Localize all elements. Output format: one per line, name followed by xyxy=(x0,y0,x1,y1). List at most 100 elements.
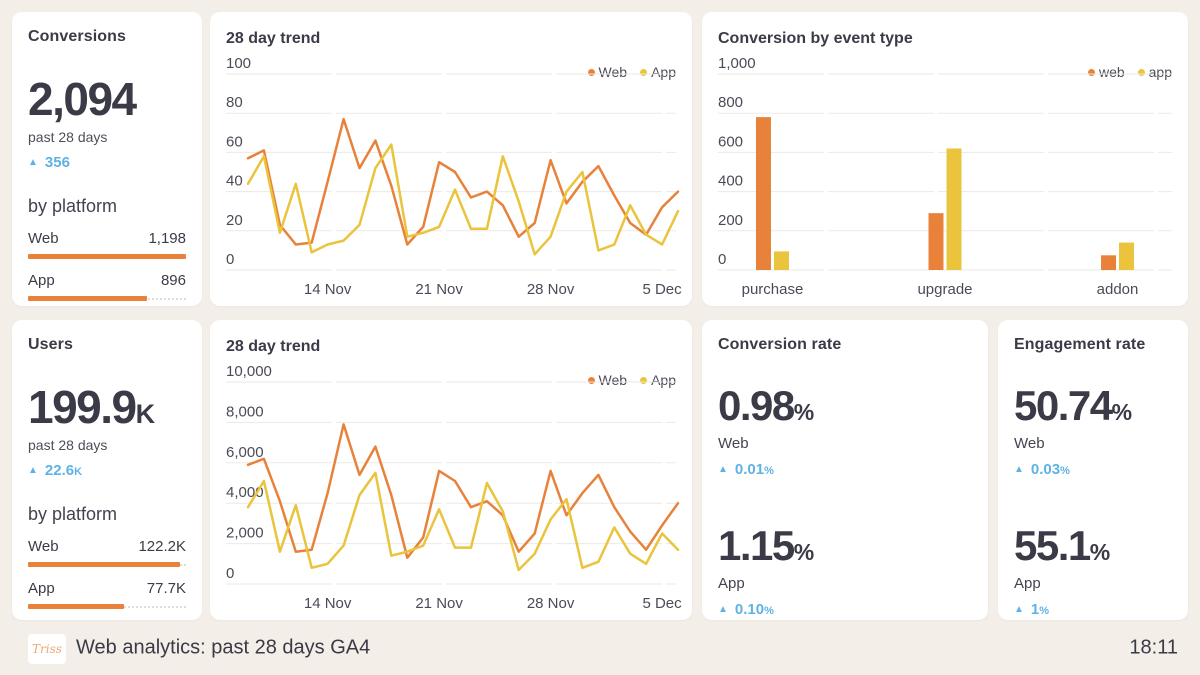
rate-label: Web xyxy=(1014,435,1045,452)
y-tick-label: 100 xyxy=(226,56,251,72)
clock-time: 18:11 xyxy=(1129,636,1178,658)
kpi-period: past 28 days xyxy=(28,129,108,145)
legend-dot-icon xyxy=(587,376,595,384)
bar-web-purchase xyxy=(755,117,771,270)
bar-app-upgrade xyxy=(946,148,962,270)
breakdown-title: by platform xyxy=(28,504,118,524)
line-chart-conversions: 0 20 40 60 80 100 14 Nov 21 Nov 28 Nov 5 Dec xyxy=(226,56,682,298)
card-title: Engagement rate xyxy=(1014,336,1146,353)
x-tick-label: 21 Nov xyxy=(415,595,463,612)
y-tick-label: 0 xyxy=(718,251,726,268)
legend-item-web: Web xyxy=(587,372,627,388)
rate-delta: ▲ 0.01% xyxy=(718,461,774,478)
up-arrow-icon: ▲ xyxy=(28,157,38,168)
rate-delta: ▲ 0.10% xyxy=(718,601,774,618)
up-arrow-icon: ▲ xyxy=(1014,604,1024,615)
kpi-value: 2,094 xyxy=(28,73,137,125)
legend-item-app: App xyxy=(640,372,676,388)
y-tick-label: 60 xyxy=(226,133,243,150)
percent-suffix: % xyxy=(1111,399,1133,425)
legend-label: App xyxy=(651,372,676,388)
x-category-label: purchase xyxy=(742,281,804,298)
rate-label: App xyxy=(718,575,745,592)
kpi-value: 199.9K xyxy=(28,381,156,433)
dashboard-title: Web analytics: past 28 days GA4 xyxy=(76,636,371,658)
kpi-period: past 28 days xyxy=(28,437,108,453)
rate-value: 0.98% xyxy=(718,382,815,429)
y-tick-label: 2,000 xyxy=(226,525,264,542)
x-category-label: addon xyxy=(1097,281,1139,298)
platform-value: 77.7K xyxy=(146,580,186,597)
platform-bar-fill xyxy=(28,562,180,567)
conversions-trend-card: 28 day trend Web App 0 20 40 60 80 100 14 Nov 21… xyxy=(210,12,692,306)
engagement-rate-card: Engagement rate 50.74% Web ▲ 0.03% 55.1% … xyxy=(998,320,1188,620)
bar-chart-event-type: 0 200 400 600 800 1,000 purchase upgrade addon xyxy=(718,56,1172,298)
kpi-delta: ▲ 356 xyxy=(28,154,70,171)
up-arrow-icon: ▲ xyxy=(718,464,728,475)
rate-value: 50.74% xyxy=(1014,382,1133,429)
y-tick-label: 1,000 xyxy=(718,56,756,72)
platform-bar-track xyxy=(28,562,186,567)
legend-dot-icon xyxy=(1087,68,1095,76)
trend-line-app xyxy=(246,471,680,572)
y-tick-label: 800 xyxy=(718,94,743,111)
up-arrow-icon: ▲ xyxy=(718,604,728,615)
y-tick-label: 0 xyxy=(226,565,234,582)
x-tick-label: 28 Nov xyxy=(527,595,575,612)
rate-delta: ▲ 0.03% xyxy=(1014,461,1070,478)
kpi-delta: ▲ 22.6K xyxy=(28,462,83,479)
legend-dot-icon xyxy=(640,376,648,384)
legend-dot-icon xyxy=(1137,68,1145,76)
bar-app-addon xyxy=(1119,242,1135,270)
legend-item-app: App xyxy=(640,64,676,80)
percent-suffix: % xyxy=(1089,539,1111,565)
platform-row-app: App 896 xyxy=(28,272,186,301)
up-arrow-icon: ▲ xyxy=(1014,464,1024,475)
y-tick-label: 20 xyxy=(226,212,243,229)
rate-label: Web xyxy=(718,435,749,452)
y-tick-label: 40 xyxy=(226,173,243,190)
chart-legend: Web App xyxy=(587,64,676,80)
trend-line-app xyxy=(246,143,680,256)
y-tick-label: 6,000 xyxy=(226,444,264,461)
kpi-value-suffix: K xyxy=(135,399,156,429)
up-arrow-icon: ▲ xyxy=(28,465,38,476)
footer-bar: Triss Web analytics: past 28 days GA4 18… xyxy=(0,620,1200,675)
legend-item-web: Web xyxy=(587,64,628,80)
chart-legend: web app xyxy=(1087,64,1172,80)
conversion-by-event-type-card: Conversion by event type web app 0 200 400 6… xyxy=(702,12,1188,306)
y-tick-label: 200 xyxy=(718,212,743,229)
percent-suffix: % xyxy=(793,399,815,425)
legend-label: Web xyxy=(598,64,628,80)
rate-block-web: 0.98% Web ▲ 0.01% xyxy=(718,382,972,478)
rate-block-app: 55.1% App ▲ 1% xyxy=(1014,522,1172,618)
x-tick-label: 5 Dec xyxy=(642,281,682,298)
x-tick-label: 14 Nov xyxy=(304,595,352,612)
chart-title: Conversion by event type xyxy=(718,30,913,47)
chart-legend: Web App xyxy=(587,372,676,388)
platform-value: 1,198 xyxy=(148,230,186,247)
bar-app-purchase xyxy=(773,251,789,270)
brand-logo-text: Triss xyxy=(32,642,62,656)
y-tick-label: 600 xyxy=(718,133,743,150)
chart-title: 28 day trend xyxy=(226,338,321,355)
platform-row-app: App 77.7K xyxy=(28,580,186,609)
y-tick-label: 8,000 xyxy=(226,403,264,420)
x-tick-label: 28 Nov xyxy=(527,281,575,298)
brand-logo: Triss xyxy=(28,634,66,664)
breakdown-title: by platform xyxy=(28,196,118,216)
card-title: Conversions xyxy=(28,28,127,45)
platform-bar-fill xyxy=(28,254,186,259)
platform-label: Web xyxy=(28,230,59,247)
y-tick-label: 80 xyxy=(226,94,243,111)
platform-bar-track xyxy=(28,254,186,259)
rate-delta: ▲ 1% xyxy=(1014,601,1050,618)
conversion-rate-card: Conversion rate 0.98% Web ▲ 0.01% 1.15% A… xyxy=(702,320,988,620)
rate-value: 55.1% xyxy=(1014,522,1111,569)
y-tick-label: 10,000 xyxy=(226,364,272,380)
card-title: Users xyxy=(28,336,73,353)
legend-label: App xyxy=(651,64,676,80)
platform-row-web: Web 1,198 xyxy=(28,230,186,259)
chart-title: 28 day trend xyxy=(226,30,321,47)
